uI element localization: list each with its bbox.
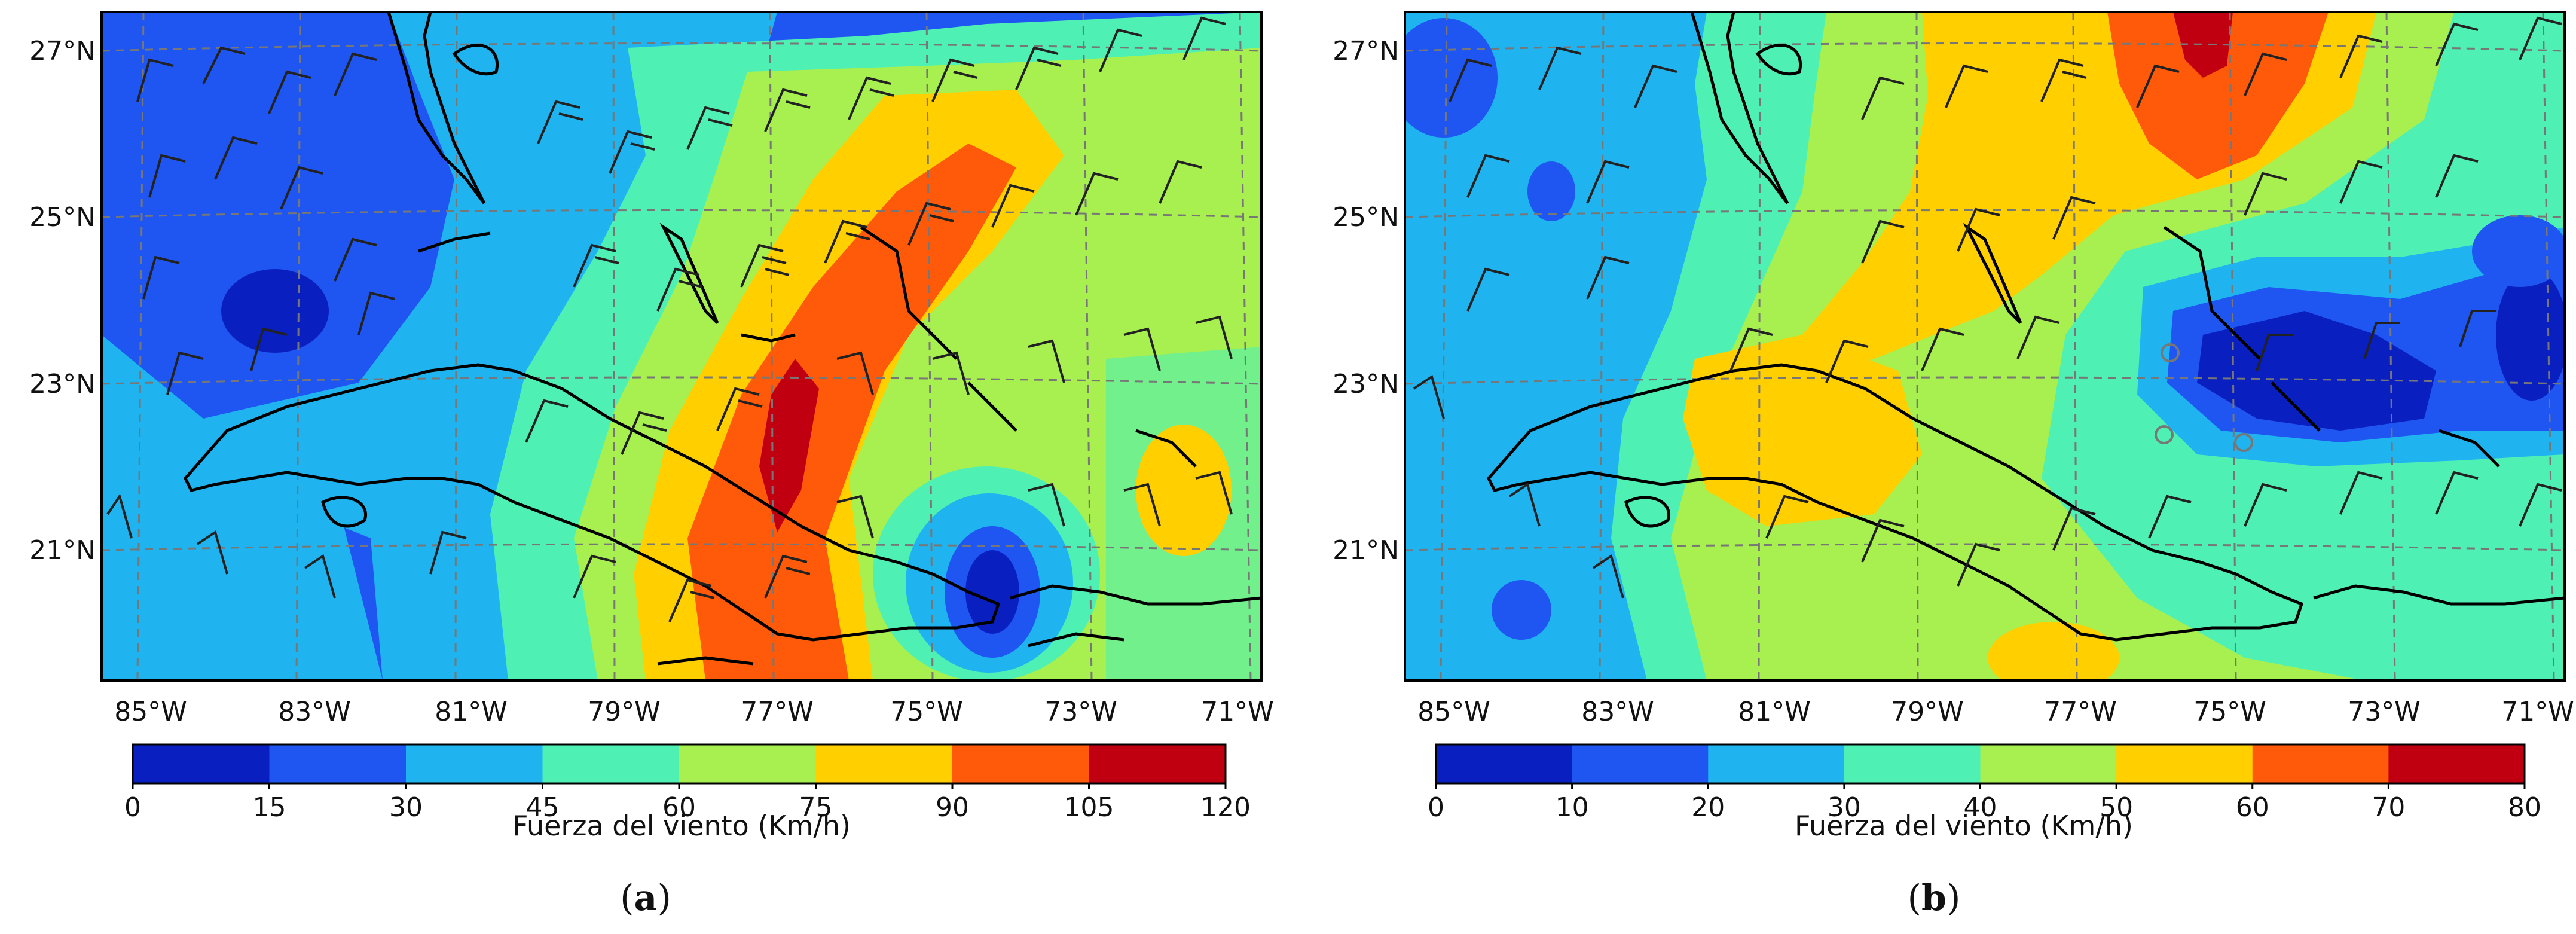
- lon-labels-b: 85°W 83°W 81°W 79°W 77°W 75°W 73°W 71°W: [1417, 697, 2574, 727]
- colorbar-tick-label: 10: [1556, 792, 1589, 823]
- lat-label: 21°N: [1333, 535, 1399, 566]
- lon-label: 79°W: [1891, 697, 1964, 727]
- colorbar-title: Fuerza del viento (Km/h): [512, 810, 851, 842]
- graticule-a: [102, 12, 1261, 680]
- panel-letter: a: [634, 877, 658, 919]
- colorbar-tick-label: 0: [124, 792, 141, 823]
- lon-label: 83°W: [278, 697, 351, 727]
- lon-label: 77°W: [741, 697, 814, 727]
- lon-label: 79°W: [588, 697, 661, 727]
- lon-label: 75°W: [2193, 697, 2266, 727]
- map-a: 27°N 25°N 23°N 21°N 85°W 83°W 81°W 79°W …: [29, 11, 1274, 842]
- colorbar-tick-label: 90: [936, 792, 969, 823]
- colorbar-swatch: [542, 744, 680, 783]
- lon-label: 77°W: [2044, 697, 2117, 727]
- lat-label: 23°N: [29, 369, 96, 399]
- colorbar-tick-label: 75: [799, 792, 833, 823]
- lon-label: 75°W: [890, 697, 963, 727]
- colorbar-tick-label: 20: [1691, 792, 1725, 823]
- lon-label: 71°W: [2501, 697, 2574, 727]
- low-centers-b: [2155, 343, 2253, 452]
- colorbar-swatch: [2116, 744, 2253, 783]
- wind-barbs-a: [106, 16, 1233, 622]
- colorbar-swatch: [1436, 744, 1573, 783]
- lon-label: 73°W: [2348, 697, 2421, 727]
- colorbar-tick-label: 105: [1064, 792, 1114, 823]
- colorbar-swatch: [269, 744, 407, 783]
- colorbar-swatch: [1089, 744, 1226, 783]
- lon-label: 71°W: [1201, 697, 1274, 727]
- colorbar-tick-label: 15: [253, 792, 286, 823]
- coastlines-a: [184, 12, 1261, 666]
- lat-labels-b: 27°N 25°N 23°N 21°N: [1333, 36, 1399, 566]
- colorbar-tick-label: 30: [1828, 792, 1861, 823]
- colorbar-tick-label: 80: [2508, 792, 2541, 823]
- lon-label: 73°W: [1044, 697, 1117, 727]
- panel-letter: b: [1921, 877, 1946, 919]
- lon-labels-a: 85°W 83°W 81°W 79°W 77°W 75°W 73°W 71°W: [114, 697, 1274, 727]
- colorbar-swatch: [1844, 744, 1981, 783]
- coastlines-b: [1487, 12, 2565, 642]
- lon-label: 83°W: [1581, 697, 1654, 727]
- colorbar-swatch: [1708, 744, 1845, 783]
- colorbar-tick-label: 60: [2236, 792, 2269, 823]
- colorbar-swatch: [2388, 744, 2525, 783]
- colorbar-tick-label: 70: [2372, 792, 2405, 823]
- colorbar-tick-label: 50: [2100, 792, 2133, 823]
- colorbar-swatch: [1980, 744, 2117, 783]
- colorbar-tick-label: 45: [526, 792, 560, 823]
- lat-label: 27°N: [1333, 36, 1399, 66]
- lat-labels-a: 27°N 25°N 23°N 21°N: [29, 36, 96, 566]
- map-frame-a: [100, 11, 1263, 682]
- lat-label: 25°N: [1333, 202, 1399, 233]
- wind-barbs-b: [1413, 16, 2562, 599]
- lon-label: 85°W: [1417, 697, 1490, 727]
- colorbar-tick-label: 120: [1200, 792, 1251, 823]
- colorbar-title: Fuerza del viento (Km/h): [1795, 810, 2133, 842]
- wind-speed-field-b: [1405, 12, 2565, 680]
- panel-caption-a: (a): [620, 877, 671, 919]
- colorbar-swatch: [2252, 744, 2389, 783]
- colorbar-swatch: [406, 744, 543, 783]
- panel-a: 27°N 25°N 23°N 21°N 85°W 83°W 81°W 79°W …: [29, 11, 1274, 919]
- graticule-b: [1405, 12, 2565, 680]
- colorbar-swatch: [133, 744, 270, 783]
- colorbar-a: 0 15 30 45 60 75 90 105 120: [124, 743, 1251, 823]
- map-b: 27°N 25°N 23°N 21°N 85°W 83°W 81°W 79°W …: [1333, 11, 2574, 842]
- lon-label: 81°W: [435, 697, 508, 727]
- colorbar-swatch: [1572, 744, 1709, 783]
- colorbar-tick-label: 0: [1428, 792, 1444, 823]
- wind-speed-field-a: [102, 12, 1261, 680]
- lon-label: 81°W: [1738, 697, 1811, 727]
- map-frame-b: [1404, 11, 2566, 682]
- lat-label: 21°N: [29, 535, 96, 566]
- colorbar-swatch: [952, 744, 1089, 783]
- colorbar-tick-label: 30: [389, 792, 423, 823]
- colorbar-swatch: [679, 744, 816, 783]
- colorbar-tick-label: 60: [662, 792, 696, 823]
- colorbar-swatch: [815, 744, 953, 783]
- lat-label: 23°N: [1333, 369, 1399, 399]
- panel-caption-b: (b): [1907, 877, 1961, 919]
- colorbar-tick-label: 40: [1964, 792, 1997, 823]
- panel-b: 27°N 25°N 23°N 21°N 85°W 83°W 81°W 79°W …: [1288, 0, 2576, 934]
- lon-label: 85°W: [114, 697, 187, 727]
- colorbar-b: 0 10 20 30 40 50 60 70 80: [1428, 743, 2541, 823]
- lat-label: 25°N: [29, 202, 96, 233]
- lat-label: 27°N: [29, 36, 96, 66]
